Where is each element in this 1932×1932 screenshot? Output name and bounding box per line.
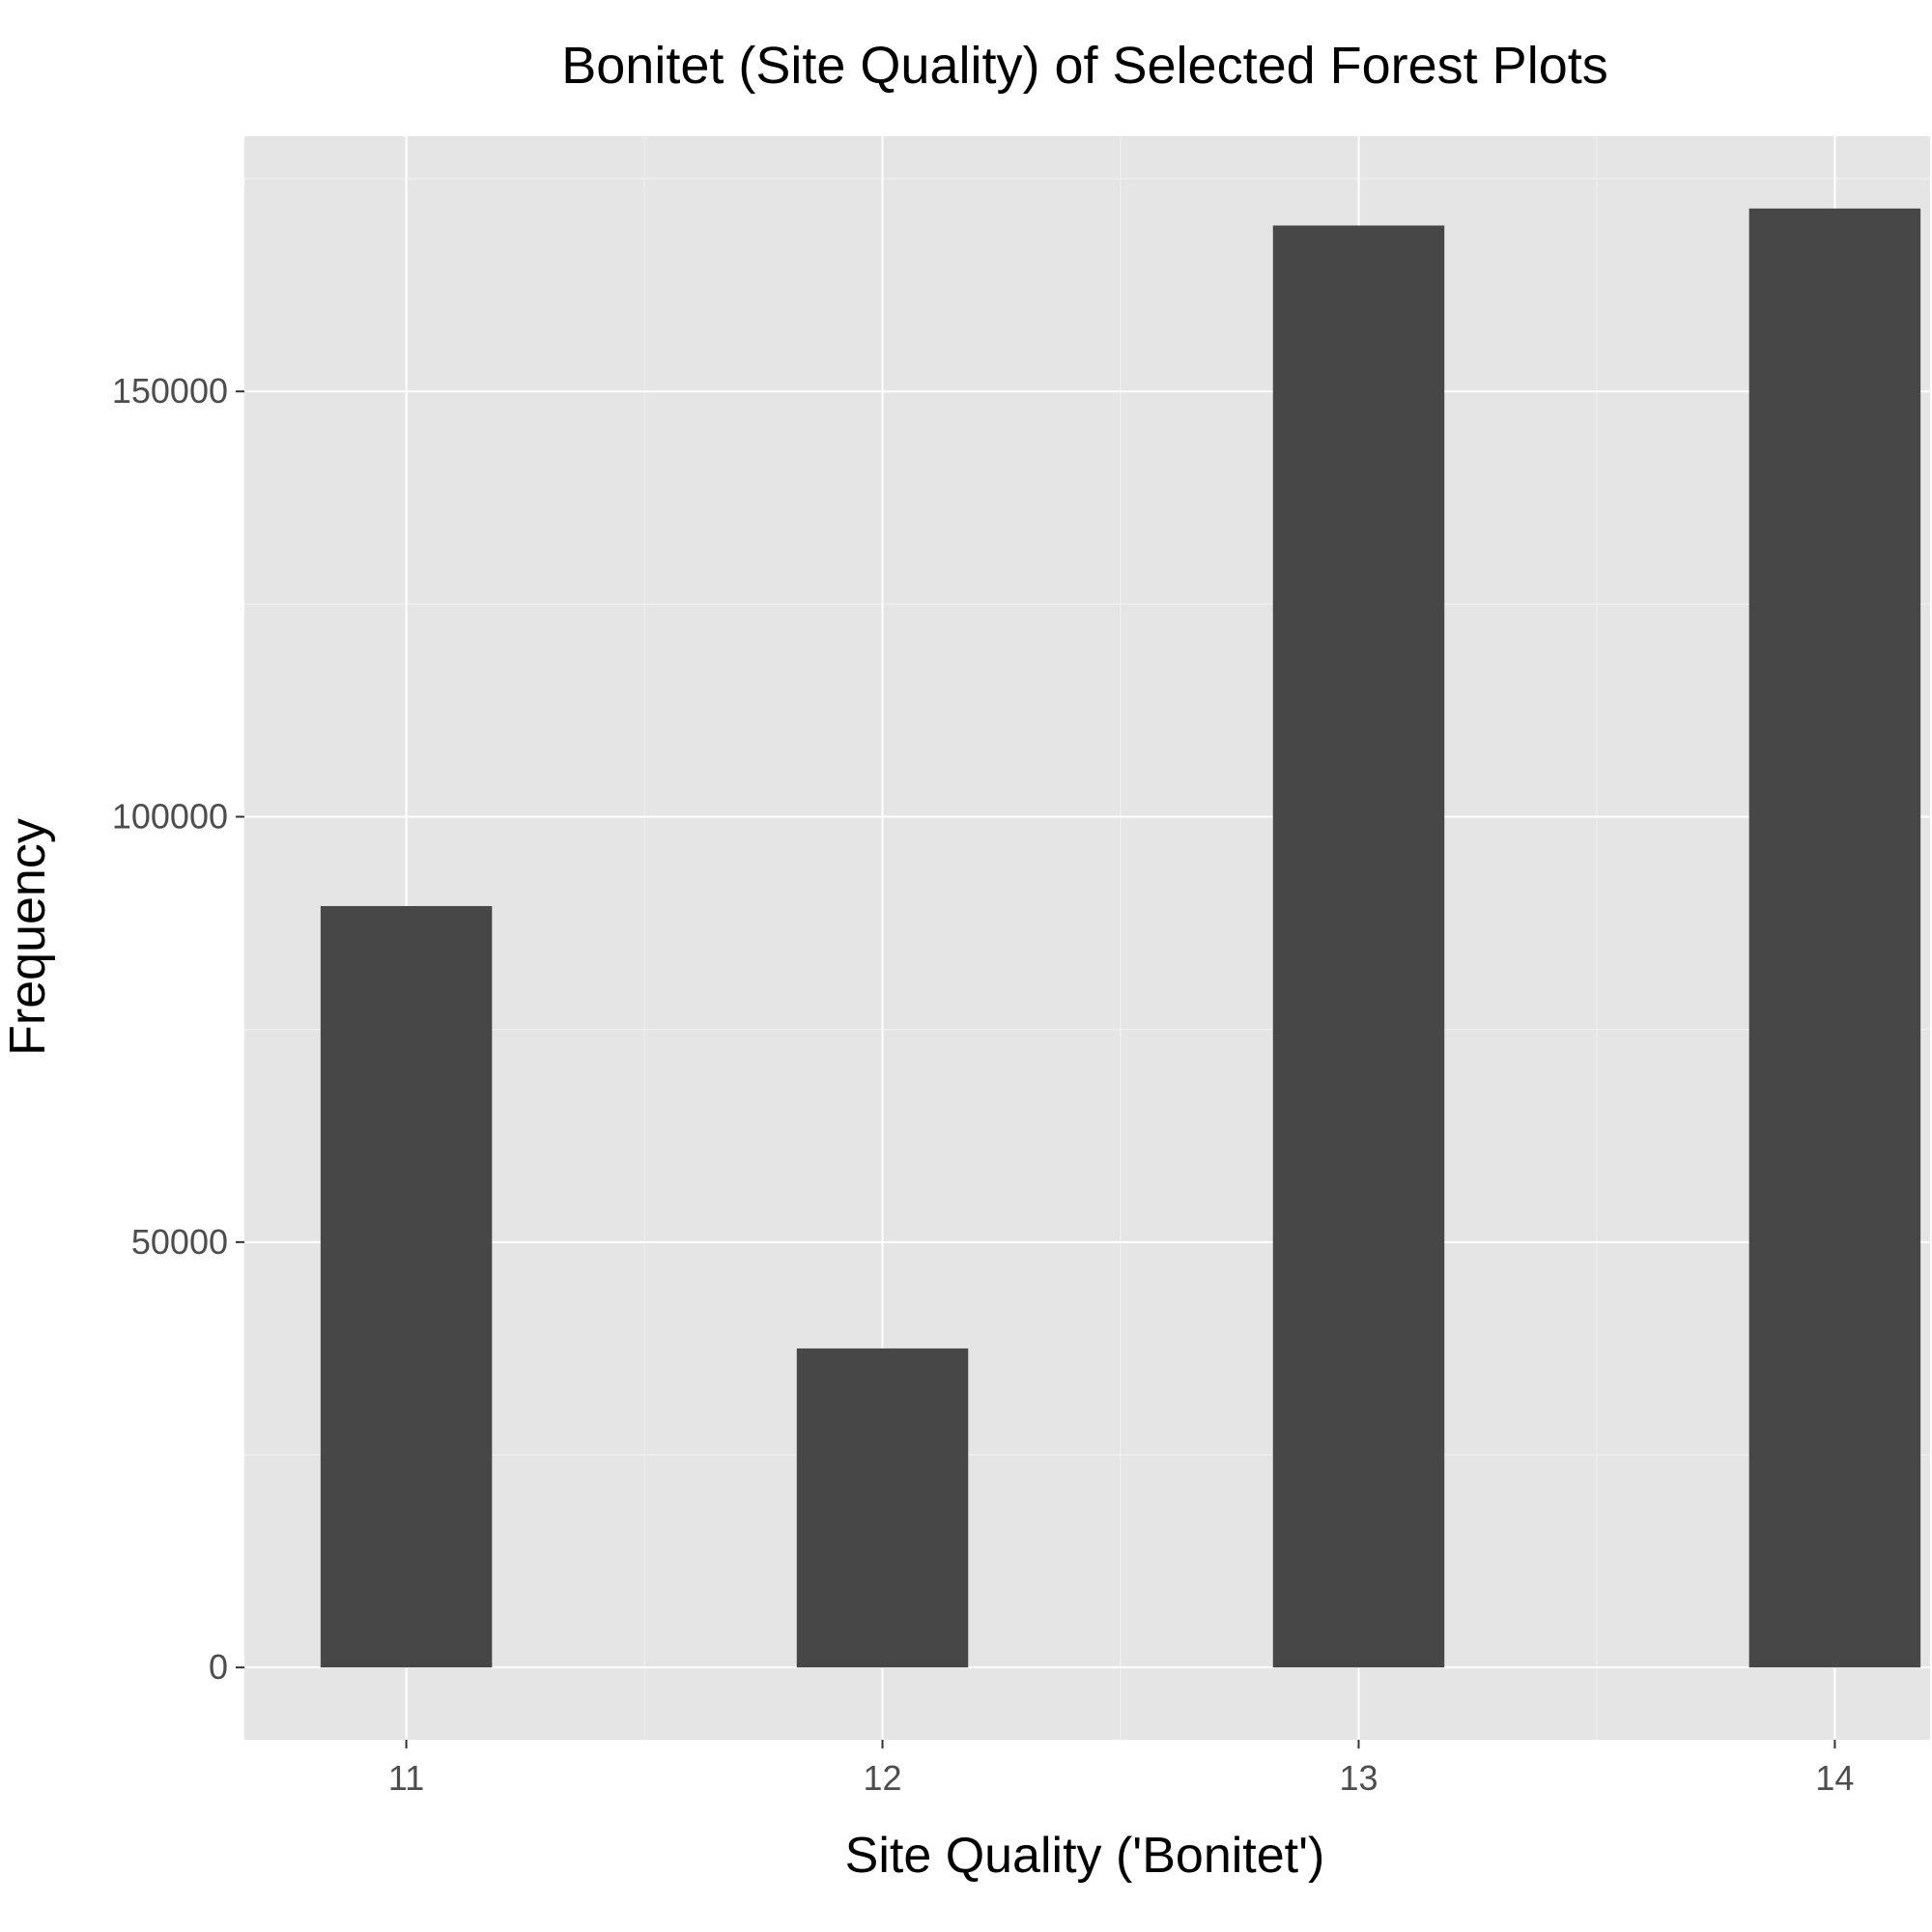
chart-title: Bonitet (Site Quality) of Selected Fores…	[561, 37, 1607, 95]
y-tick-label: 100000	[112, 797, 228, 837]
y-axis-title: Frequency	[0, 818, 56, 1056]
y-tick-label: 0	[209, 1647, 228, 1687]
plot-panel	[244, 136, 1930, 1740]
x-axis-ticks: 11 12 13 14	[388, 1740, 1854, 1798]
y-tick-label: 150000	[112, 371, 228, 411]
y-axis-ticks: 0 50000 100000 150000	[112, 371, 244, 1687]
x-tick-label: 12	[864, 1758, 902, 1798]
bar-13	[1272, 225, 1445, 1668]
bar-12	[796, 1348, 969, 1668]
x-axis-title: Site Quality ('Bonitet')	[845, 1828, 1325, 1884]
x-tick-label: 13	[1339, 1758, 1378, 1798]
bars-group	[320, 208, 1921, 1668]
minor-gridlines	[244, 136, 1930, 1740]
bar-11	[320, 905, 493, 1668]
y-tick-label: 50000	[131, 1222, 228, 1262]
x-tick-label: 11	[388, 1758, 424, 1798]
bar-14	[1748, 208, 1921, 1668]
x-tick-label: 14	[1815, 1758, 1854, 1798]
